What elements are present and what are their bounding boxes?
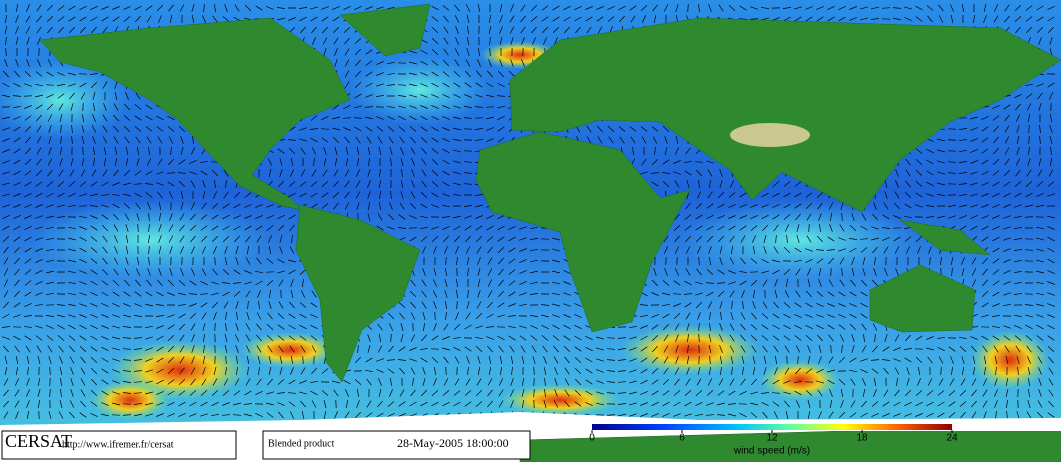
- colorbar-tick-label: 0: [589, 433, 595, 444]
- land: [39, 3, 1061, 462]
- colorbar-tick-label: 6: [679, 433, 685, 444]
- product-name: Blended product: [268, 438, 335, 449]
- colorbar-tick-label: 18: [856, 433, 868, 444]
- colorbar: [592, 424, 952, 430]
- tibet: [730, 123, 810, 147]
- colorbar-tick-label: 24: [946, 433, 958, 444]
- credit-name: CERSAT: [5, 431, 72, 451]
- credit-url: http://www.ifremer.fr/cersat: [62, 439, 174, 450]
- colorbar-label: wind speed (m/s): [733, 446, 810, 457]
- product-box: [262, 430, 531, 460]
- product-date: 28-May-2005 18:00:00: [397, 436, 509, 450]
- colorbar-tick-label: 12: [766, 433, 778, 444]
- credit-box: [1, 430, 237, 460]
